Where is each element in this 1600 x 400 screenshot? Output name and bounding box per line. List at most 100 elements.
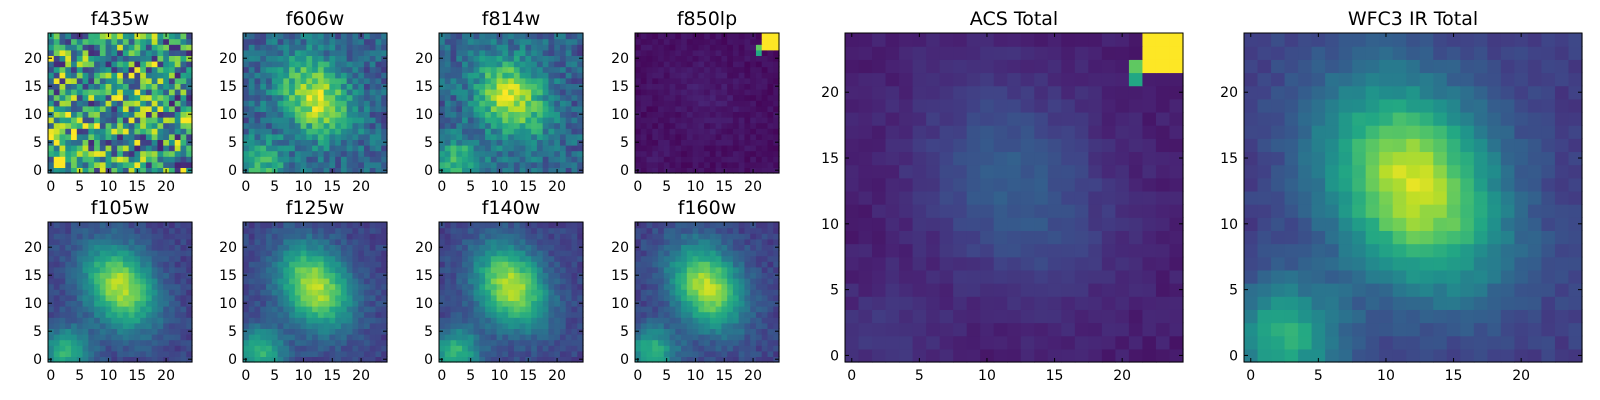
cell (767, 339, 774, 346)
cell (157, 356, 164, 363)
cell (140, 250, 147, 257)
cell (485, 55, 492, 62)
cell (323, 283, 330, 290)
cell (329, 94, 336, 101)
cell (53, 49, 61, 56)
cell (266, 328, 273, 335)
cell (375, 156, 382, 163)
cell (640, 33, 648, 40)
cell (692, 139, 699, 146)
cell (531, 89, 538, 96)
cell (289, 111, 296, 118)
cell (329, 238, 336, 245)
cell (363, 261, 371, 268)
cell (180, 38, 187, 45)
cell (485, 339, 492, 346)
cell (53, 306, 61, 313)
cell (82, 261, 89, 268)
cell (681, 105, 688, 112)
cell (456, 278, 463, 285)
cell (721, 300, 728, 307)
cell (271, 61, 279, 68)
cell (186, 150, 193, 157)
cell (122, 133, 130, 140)
cell (652, 156, 659, 163)
cell (663, 161, 671, 168)
panel-title: f850lp (677, 8, 737, 30)
cell (531, 122, 538, 129)
cell (709, 33, 717, 40)
cell (554, 161, 561, 168)
cell (105, 339, 112, 346)
cell (502, 117, 509, 124)
cell (542, 55, 550, 62)
cell (531, 306, 538, 313)
cell (271, 38, 279, 45)
y-tick-label: 10 (219, 107, 237, 123)
cell (134, 89, 141, 96)
cell (352, 266, 359, 273)
cell (721, 133, 728, 140)
cell (744, 66, 751, 73)
cell (675, 49, 682, 56)
cell (266, 334, 273, 341)
cell (254, 145, 261, 152)
cell (490, 38, 498, 45)
cell (140, 83, 147, 90)
cell (496, 255, 503, 262)
cell (439, 306, 446, 313)
cell (485, 356, 492, 363)
cell (738, 350, 746, 357)
cell (536, 150, 544, 157)
cell (548, 328, 555, 335)
cell (513, 117, 521, 124)
cell (76, 94, 84, 101)
cell (640, 300, 648, 307)
cell (306, 278, 313, 285)
cell (542, 77, 550, 84)
cell (94, 122, 101, 129)
cell (559, 122, 567, 129)
cell (767, 306, 774, 313)
cell (117, 100, 124, 107)
cell (548, 289, 555, 296)
cell (312, 89, 319, 96)
cell (168, 266, 176, 273)
cell (698, 66, 705, 73)
cell (65, 89, 72, 96)
cell (744, 117, 751, 124)
cell (312, 350, 319, 357)
cell (755, 94, 763, 101)
cell (94, 150, 101, 157)
cell (467, 150, 475, 157)
cell (294, 33, 302, 40)
cell (513, 72, 521, 79)
cell (117, 111, 124, 118)
cell (105, 317, 112, 324)
cell (151, 345, 159, 352)
cell (71, 227, 78, 234)
cell (439, 122, 446, 129)
cell (254, 345, 261, 352)
cell (168, 122, 176, 129)
cell (174, 233, 182, 240)
cell (283, 339, 290, 346)
cell (76, 317, 84, 324)
cell (640, 356, 648, 363)
cell (525, 77, 532, 84)
cell (640, 350, 648, 357)
cell (456, 233, 463, 240)
cell (531, 77, 538, 84)
cell (513, 222, 521, 229)
cell (502, 38, 509, 45)
cell (352, 128, 359, 135)
cell (565, 139, 573, 146)
cell (283, 317, 290, 324)
cell (180, 250, 187, 257)
cell (681, 294, 688, 301)
cell (750, 150, 757, 157)
cell (375, 328, 382, 335)
cell (300, 83, 307, 90)
x-tick-label: 10 (100, 368, 118, 384)
cell (646, 105, 653, 112)
